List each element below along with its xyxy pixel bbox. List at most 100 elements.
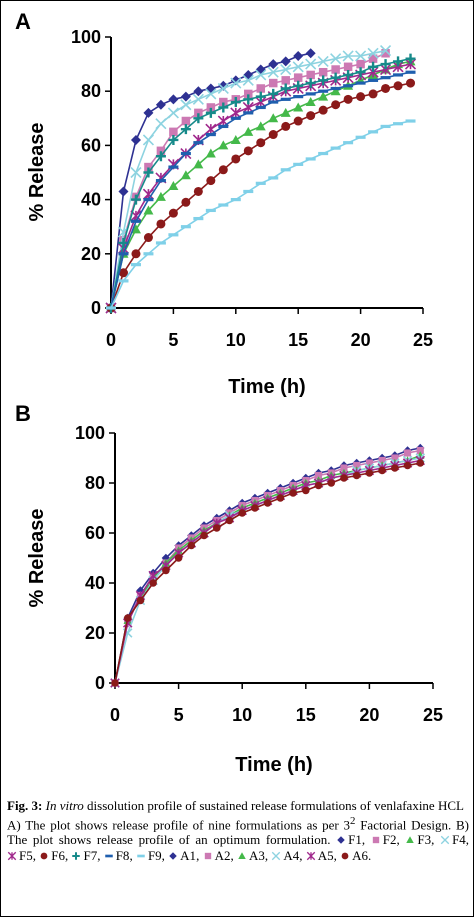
data-point — [238, 509, 246, 517]
data-point — [355, 81, 366, 85]
series-line — [114, 449, 421, 684]
data-point — [194, 108, 203, 118]
data-point — [318, 75, 329, 86]
data-point — [268, 176, 279, 180]
data-point — [212, 524, 221, 532]
data-point — [193, 86, 204, 97]
series-a1 — [110, 443, 425, 688]
data-point — [255, 121, 266, 131]
data-point — [327, 479, 336, 487]
data-point — [393, 122, 404, 126]
data-point — [218, 102, 229, 113]
data-point — [280, 83, 291, 94]
data-point — [368, 89, 378, 99]
data-point — [393, 81, 403, 91]
legend-marker — [272, 851, 281, 861]
data-point — [180, 124, 191, 135]
data-point — [330, 86, 341, 91]
legend-marker — [204, 852, 211, 860]
legend-marker-shape — [272, 851, 281, 861]
x-tick-label: 10 — [232, 705, 252, 725]
data-point — [305, 78, 316, 89]
legend-item: F1 — [336, 832, 362, 847]
x-tick-label: 20 — [359, 705, 379, 725]
legend-item: F6 — [39, 848, 65, 863]
data-point — [393, 56, 404, 67]
y-tick-label: 100 — [75, 423, 105, 443]
data-point — [352, 471, 361, 480]
figure-caption: Fig. 3: In vitro dissolution profile of … — [7, 798, 469, 863]
data-point — [393, 73, 404, 77]
y-tick-label: 40 — [81, 190, 101, 210]
caption-description-rest: Factorial Design. B) The plot shows rele… — [7, 816, 469, 848]
legend-marker — [104, 854, 113, 858]
data-point — [293, 80, 304, 91]
y-tick-label: 60 — [85, 523, 105, 543]
data-point — [405, 53, 416, 64]
legend-marker — [169, 852, 177, 860]
legend-marker-shape — [306, 851, 315, 861]
data-point — [231, 154, 241, 164]
data-point — [416, 446, 424, 455]
data-point — [255, 64, 266, 75]
legend-marker-shape — [341, 852, 349, 860]
legend-marker-shape — [137, 854, 145, 858]
data-point — [276, 494, 285, 502]
legend-marker — [406, 836, 415, 844]
data-point — [156, 146, 166, 156]
legend-label: F8 — [115, 847, 130, 863]
y-tick-label: 20 — [81, 244, 101, 264]
x-tick-label: 15 — [288, 330, 308, 350]
data-point — [293, 50, 304, 61]
data-point — [367, 47, 379, 59]
data-point — [187, 541, 196, 550]
caption-description-sup: 2 — [350, 814, 356, 827]
legend-marker — [40, 852, 48, 860]
legend-item: F9 — [136, 848, 162, 863]
data-point — [268, 100, 279, 104]
data-point — [155, 99, 166, 110]
data-point — [130, 194, 141, 205]
data-point — [280, 97, 291, 101]
data-point — [380, 76, 391, 80]
data-point — [155, 179, 166, 183]
data-point — [251, 504, 259, 512]
y-tick-label: 80 — [81, 81, 101, 101]
data-point — [243, 146, 253, 156]
data-point — [293, 116, 303, 126]
data-point — [302, 486, 310, 495]
x-tick-label: 0 — [110, 705, 120, 725]
data-point — [148, 570, 158, 581]
data-point — [293, 73, 303, 82]
series-line — [110, 82, 411, 309]
data-point — [314, 481, 323, 490]
data-point — [342, 50, 354, 62]
data-point — [403, 449, 412, 457]
data-point — [230, 116, 241, 120]
data-point — [317, 55, 329, 67]
legend-item: F3 — [405, 832, 431, 847]
legend-label: F4 — [452, 832, 466, 848]
y-tick-label: 80 — [85, 473, 105, 493]
data-point — [130, 166, 142, 179]
data-point — [243, 126, 254, 136]
data-point — [343, 84, 354, 88]
data-point — [155, 151, 166, 162]
data-point — [340, 464, 348, 472]
data-point — [365, 459, 373, 467]
data-point — [292, 61, 304, 73]
legend-item: F7 — [71, 848, 97, 863]
data-point — [230, 77, 242, 89]
data-point — [368, 130, 379, 134]
legend-marker — [306, 851, 315, 861]
data-point — [180, 151, 191, 156]
data-point — [130, 224, 141, 234]
x-tick-label: 15 — [296, 705, 316, 725]
data-point — [143, 233, 153, 243]
legend-item: A6 — [340, 848, 368, 863]
data-point — [205, 132, 216, 137]
data-point — [280, 56, 291, 67]
data-point — [330, 86, 341, 96]
